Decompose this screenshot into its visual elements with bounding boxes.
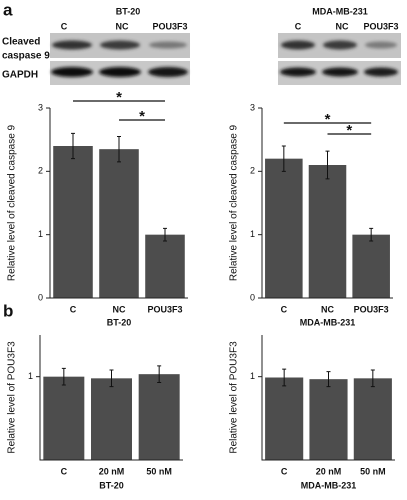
y-tick-label: 1 [250,371,255,381]
error-bar [326,371,331,388]
y-tick-label: 2 [250,166,255,176]
error-bar [369,227,374,242]
blot-image [50,33,190,85]
bar [53,146,93,298]
x-tick-label: C [281,466,288,476]
significance-label: * [346,122,352,139]
blot-image [278,33,401,85]
error-bar [117,136,121,163]
y-tick-label: 0 [250,292,255,302]
x-tick-label: C [70,304,77,314]
bar [353,378,392,460]
x-tick-label: 50 nM [360,466,386,476]
error-bar [157,365,162,383]
x-axis-label: MDA-MB-231 [301,480,357,490]
blot-title: MDA-MB-231 [312,6,368,16]
y-axis-label: Relative level of cleaved caspase 9 [229,124,240,281]
bar [265,158,303,298]
lane-label: POU3F3 [363,21,398,31]
bar [99,149,139,298]
bar [43,376,85,460]
y-tick-label: 0 [38,292,43,302]
bar [309,379,348,460]
x-tick-label: C [61,466,68,476]
bar [265,377,304,460]
x-tick-label: 20 nM [316,466,342,476]
x-tick-label: NC [321,304,334,314]
error-bar [325,150,330,180]
y-tick-label: 3 [250,102,255,112]
x-tick-label: POU3F3 [354,304,389,314]
error-bar [61,367,66,386]
y-axis-label: Relative level of POU3F3 [7,341,18,454]
x-tick-label: C [281,304,288,314]
row-label: caspase 9 [2,51,50,62]
y-tick-label: 3 [38,102,43,112]
panel-label: b [3,301,13,320]
y-tick-label: 2 [38,166,43,176]
x-tick-label: 50 nM [146,466,172,476]
x-tick-label: NC [113,304,126,314]
error-bar [370,369,375,388]
x-axis-label: BT-20 [107,317,132,327]
axis [261,335,395,461]
error-bar [71,132,75,160]
significance-label: * [139,108,145,125]
axis [49,108,188,299]
significance-label: * [325,111,331,128]
x-axis-label: BT-20 [99,480,124,490]
bar [308,165,347,298]
x-axis-label: MDA-MB-231 [300,317,356,327]
error-bar [163,227,167,242]
axis [261,108,393,299]
significance-label: * [116,89,122,106]
lane-label: C [61,21,68,31]
axis [39,335,183,461]
lane-label: C [295,21,302,31]
error-bar [109,369,114,388]
panel-label: a [3,0,13,19]
y-tick-label: 1 [28,371,33,381]
y-tick-label: 1 [38,229,43,239]
row-label: Cleaved [2,37,40,48]
lane-label: POU3F3 [152,21,187,31]
error-bar [282,368,287,387]
y-axis-label: Relative level of cleaved caspase 9 [7,124,18,281]
bar [352,234,390,298]
y-axis-label: Relative level of POU3F3 [229,341,240,454]
lane-label: NC [116,21,129,31]
y-tick-label: 1 [250,229,255,239]
bar [91,378,132,460]
bar [145,234,185,298]
row-label: GAPDH [2,70,38,81]
error-bar [281,145,286,172]
bar [138,374,180,460]
x-tick-label: POU3F3 [147,304,182,314]
blot-title: BT-20 [116,6,141,16]
lane-label: NC [336,21,349,31]
x-tick-label: 20 nM [99,466,125,476]
